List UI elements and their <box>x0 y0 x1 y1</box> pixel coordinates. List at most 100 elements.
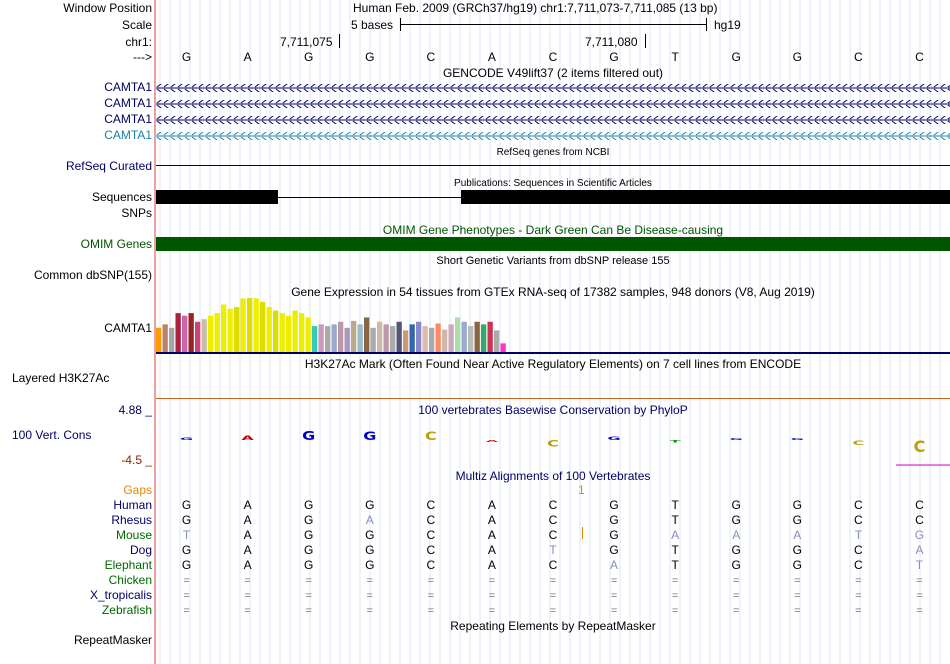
gtex-tissue-bar <box>182 315 188 352</box>
alignment-base: G <box>181 513 192 527</box>
alignment-base: G <box>609 528 619 542</box>
gtex-tissue-bar <box>299 313 305 352</box>
phylop-track-title[interactable]: 100 vertebrates Basewise Conservation by… <box>418 403 688 417</box>
gtex-tissue-bar <box>338 321 344 352</box>
species-label[interactable]: X_tropicalis <box>89 588 152 602</box>
gtex-tissue-bar <box>169 327 175 352</box>
pubs-label-sequences[interactable]: Sequences <box>91 190 152 204</box>
window-position-label: Window Position <box>63 1 152 15</box>
gencode-item-2[interactable]: CAMTA1 <box>104 96 152 110</box>
pubs-block-left[interactable] <box>156 190 278 204</box>
alignment-base: T <box>671 558 679 572</box>
gtex-tissue-bar <box>455 317 461 352</box>
gtex-tissue-bar <box>214 313 220 352</box>
phylop-min-label: -4.5 _ <box>121 453 152 467</box>
gtex-label[interactable]: CAMTA1 <box>104 321 152 335</box>
gencode-track-title[interactable]: GENCODE V49lift37 (2 items filtered out) <box>442 66 664 80</box>
alignment-base: A <box>243 498 252 512</box>
gtex-tissue-bar <box>292 310 298 352</box>
gaps-value: 1 <box>578 483 585 497</box>
alignment-base: C <box>854 543 863 557</box>
gaps-label: Gaps <box>123 483 152 497</box>
phylop-letter: C <box>914 437 926 456</box>
dbsnp-track-title[interactable]: Short Genetic Variants from dbSNP releas… <box>436 255 670 267</box>
omim-track-title[interactable]: OMIM Gene Phenotypes - Dark Green Can Be… <box>382 223 724 237</box>
gtex-tissue-bar <box>253 298 259 352</box>
gencode-item-1[interactable]: CAMTA1 <box>104 80 152 94</box>
alignment-base: C <box>915 498 924 512</box>
gencode-item-4[interactable]: CAMTA1 <box>104 128 152 142</box>
refseq-track-title[interactable]: RefSeq genes from NCBI <box>496 147 610 158</box>
alignment-base: C <box>548 498 558 512</box>
species-label[interactable]: Zebrafish <box>101 603 152 617</box>
gtex-tissue-bar <box>273 310 279 352</box>
alignment-base: A <box>732 528 741 542</box>
omim-gene-bar[interactable] <box>156 237 950 251</box>
alignment-gap-marker: = <box>671 590 679 602</box>
alignment-base: A <box>487 543 496 557</box>
phylop-letter: C <box>425 430 437 443</box>
pubs-track-title[interactable]: Publications: Sequences in Scientific Ar… <box>454 178 652 189</box>
window-position-value: Human Feb. 2009 (GRCh37/hg19) chr1:7,711… <box>353 1 718 15</box>
alignment-base: G <box>365 528 375 542</box>
alignment-base: C <box>426 528 436 542</box>
base-letter: G <box>365 50 375 64</box>
repeat-label[interactable]: RepeatMasker <box>73 633 152 647</box>
pubs-label-snps[interactable]: SNPs <box>121 206 152 220</box>
alignment-base: C <box>854 558 863 572</box>
species-label[interactable]: Mouse <box>115 528 152 542</box>
base-letter: G <box>792 50 802 64</box>
alignment-base: G <box>181 543 192 557</box>
h3k27ac-label[interactable]: Layered H3K27Ac <box>12 371 110 385</box>
gtex-tissue-bar <box>364 317 370 352</box>
refseq-label[interactable]: RefSeq Curated <box>65 159 152 173</box>
alignment-base: G <box>181 558 192 572</box>
pubs-block-right[interactable] <box>461 190 950 204</box>
species-label[interactable]: Chicken <box>108 573 152 587</box>
dbsnp-label[interactable]: Common dbSNP(155) <box>33 268 152 282</box>
species-label[interactable]: Human <box>113 498 152 512</box>
gtex-bar-chart[interactable] <box>156 298 950 354</box>
alignment-gap-marker: = <box>244 575 251 587</box>
alignment-base: C <box>426 558 436 572</box>
alignment-base: A <box>487 498 496 512</box>
alignment-gap-marker: = <box>183 575 190 587</box>
alignment-gap-marker: = <box>916 605 923 617</box>
alignment-base: T <box>915 558 924 572</box>
phylop-label[interactable]: 100 Vert. Cons <box>12 428 92 442</box>
phylop-letter: G <box>608 436 621 441</box>
position-label-2: 7,711,080 <box>585 35 638 49</box>
omim-label[interactable]: OMIM Genes <box>80 237 152 251</box>
scale-db: hg19 <box>714 18 741 32</box>
alignment-base: A <box>243 528 252 542</box>
gtex-tissue-bar <box>325 326 331 352</box>
base-letter: T <box>671 50 679 64</box>
h3k27ac-signal-line <box>156 398 950 399</box>
gencode-item-3[interactable]: CAMTA1 <box>104 112 152 126</box>
alignment-base: G <box>792 558 802 572</box>
left-label-divider <box>154 0 156 664</box>
repeat-track-title[interactable]: Repeating Elements by RepeatMasker <box>450 619 656 633</box>
species-label[interactable]: Rhesus <box>111 513 152 527</box>
base-letter: C <box>915 50 924 64</box>
alignment-base: A <box>487 528 496 542</box>
alignment-gap-marker: = <box>733 575 740 587</box>
gtex-tissue-bar <box>234 307 240 352</box>
h3k27ac-track-title[interactable]: H3K27Ac Mark (Often Found Near Active Re… <box>304 357 802 371</box>
alignment-gap-marker: = <box>183 590 190 602</box>
gtex-tissue-bar <box>370 327 376 352</box>
gtex-tissue-bar <box>390 326 396 352</box>
refseq-gene-line[interactable] <box>156 165 950 166</box>
gencode-transcripts[interactable] <box>156 80 950 142</box>
pubs-block-connector <box>278 197 461 198</box>
alignment-gap-marker: = <box>488 605 496 617</box>
species-label[interactable]: Elephant <box>104 558 152 572</box>
alignment-base: C <box>426 543 436 557</box>
multiz-track-title[interactable]: Multiz Alignments of 100 Vertebrates <box>455 469 651 483</box>
alignment-base: T <box>854 528 863 542</box>
species-label[interactable]: Dog <box>129 543 152 557</box>
gtex-track-title[interactable]: Gene Expression in 54 tissues from GTEx … <box>291 285 815 299</box>
base-letter: G <box>731 50 741 64</box>
alignment-gap-marker: = <box>794 590 801 602</box>
